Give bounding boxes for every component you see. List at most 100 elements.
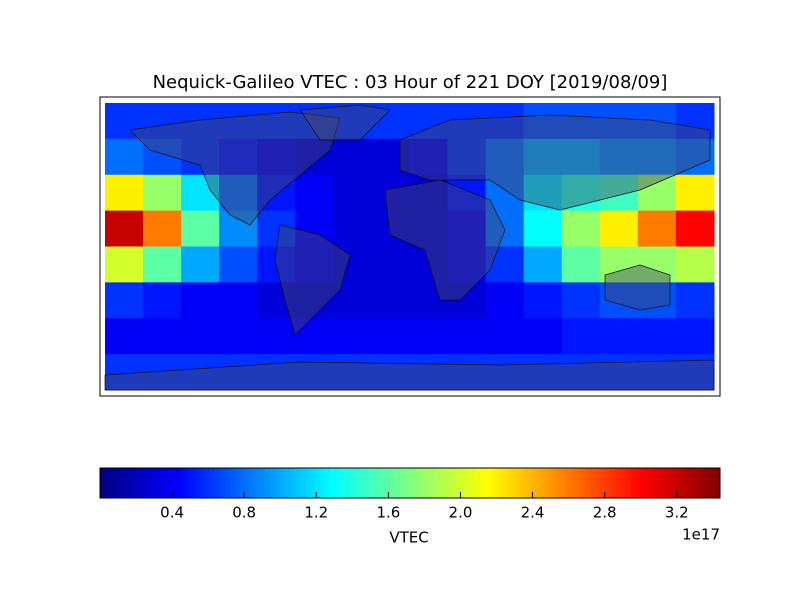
cell — [181, 138, 220, 176]
cell — [333, 246, 372, 283]
colorbar-step — [240, 468, 246, 498]
cell — [333, 318, 372, 355]
cell — [409, 318, 449, 355]
cell — [561, 246, 601, 283]
colorbar-step — [185, 468, 191, 498]
cell — [523, 138, 563, 176]
colorbar-step — [485, 468, 491, 498]
colorbar-step — [585, 468, 591, 498]
colorbar-step — [560, 468, 566, 498]
cell — [257, 138, 296, 176]
cell — [637, 318, 677, 355]
cell — [561, 138, 601, 176]
cell — [599, 246, 639, 283]
cell — [219, 282, 258, 319]
colorbar-step — [365, 468, 371, 498]
cell — [447, 354, 487, 391]
colorbar-step — [675, 468, 681, 498]
colorbar-step — [490, 468, 496, 498]
cell — [485, 354, 525, 391]
colorbar-step — [605, 468, 611, 498]
cell — [143, 103, 182, 140]
cell — [143, 282, 182, 319]
colorbar-step — [395, 468, 401, 498]
continents — [104, 104, 715, 391]
colorbar-step — [450, 468, 456, 498]
colorbar-step — [115, 468, 121, 498]
colorbar-step — [335, 468, 341, 498]
colorbar-step — [460, 468, 466, 498]
land — [604, 264, 671, 311]
colorbar-step — [650, 468, 656, 498]
cell — [447, 282, 487, 319]
cell — [181, 210, 220, 247]
cell — [371, 246, 410, 283]
colorbar-step — [315, 468, 321, 498]
colorbar-step — [175, 468, 181, 498]
colorbar-step — [325, 468, 331, 498]
land — [299, 104, 391, 141]
colorbar-step — [285, 468, 291, 498]
cell — [409, 354, 449, 391]
cell — [599, 210, 639, 247]
colorbar-step — [550, 468, 556, 498]
cell — [181, 174, 220, 212]
colorbar-step — [630, 468, 636, 498]
colorbar-step — [610, 468, 616, 498]
cell — [447, 138, 487, 176]
map-frame — [99, 96, 721, 397]
cell — [143, 246, 182, 283]
cell — [485, 138, 525, 176]
cell — [523, 246, 563, 283]
cell — [333, 354, 372, 391]
chart-title: Nequick-Galileo VTEC : 03 Hour of 221 DO… — [153, 72, 668, 93]
cell — [523, 354, 563, 391]
cell — [675, 174, 715, 212]
cell — [675, 138, 715, 176]
colorbar-step — [165, 468, 171, 498]
colorbar-tick-label: 0.4 — [160, 504, 184, 522]
colorbar-step — [265, 468, 271, 498]
colorbar-step — [695, 468, 701, 498]
colorbar-step — [580, 468, 586, 498]
cell — [637, 354, 677, 391]
colorbar-step — [380, 468, 386, 498]
colorbar-step — [715, 468, 721, 498]
colorbar-step — [705, 468, 711, 498]
colorbar-step — [150, 468, 156, 498]
colorbar-step — [655, 468, 661, 498]
colorbar-tick-label: 1.6 — [376, 504, 400, 522]
colorbar-step — [495, 468, 501, 498]
colorbar-step — [215, 468, 221, 498]
colorbar-step — [160, 468, 166, 498]
cell — [295, 354, 334, 391]
cell — [485, 174, 525, 212]
cell — [219, 354, 258, 391]
cell — [675, 246, 715, 283]
cell — [637, 174, 677, 212]
land — [384, 179, 506, 301]
colorbar-step — [390, 468, 396, 498]
colorbar-step — [155, 468, 161, 498]
cell — [333, 103, 372, 140]
colorbar-step — [340, 468, 346, 498]
cell — [371, 282, 410, 319]
colorbar-step — [125, 468, 131, 498]
colorbar-step — [690, 468, 696, 498]
colorbar-tick-label: 2.8 — [593, 504, 617, 522]
cell — [257, 210, 296, 247]
colorbar-step — [355, 468, 361, 498]
colorbar-step — [140, 468, 146, 498]
colorbar-step — [415, 468, 421, 498]
colorbar-tick-label: 0.8 — [232, 504, 256, 522]
colorbar-step — [180, 468, 186, 498]
cell — [333, 210, 372, 247]
colorbar-step — [385, 468, 391, 498]
cell — [219, 138, 258, 176]
cell — [561, 210, 601, 247]
cell — [219, 246, 258, 283]
cell — [257, 174, 296, 212]
colorbar-step — [575, 468, 581, 498]
cell — [561, 103, 601, 140]
colorbar-label: VTEC — [389, 529, 428, 547]
